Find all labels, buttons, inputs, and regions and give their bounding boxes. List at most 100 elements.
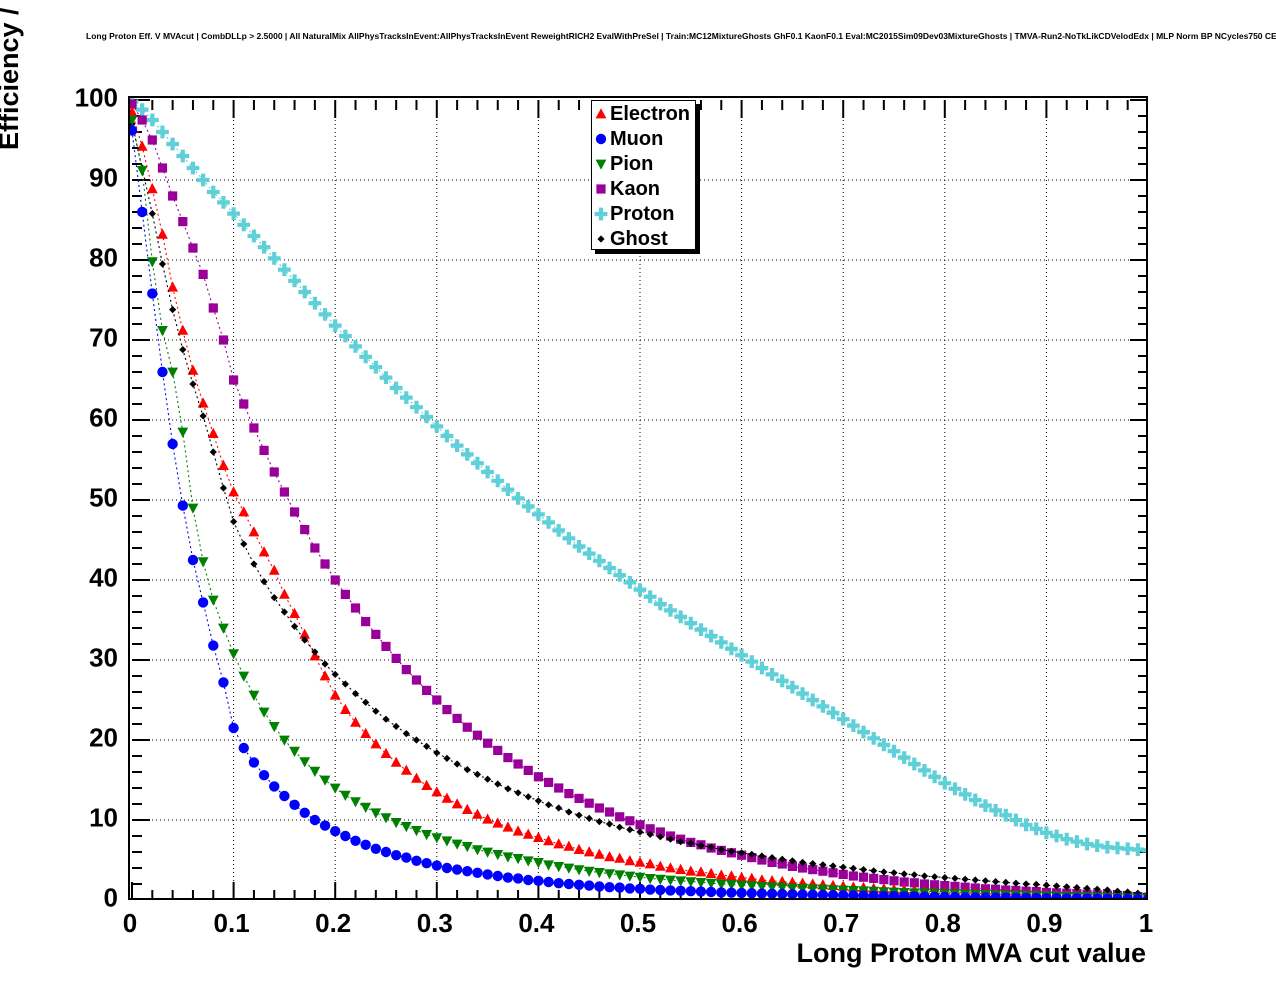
data-point (219, 484, 228, 492)
legend-marker-glyph (594, 207, 608, 220)
legend-label: Ghost (610, 227, 668, 250)
data-point (827, 889, 839, 898)
data-point (897, 751, 911, 764)
data-point (797, 889, 808, 898)
series-proton (130, 98, 1146, 857)
data-point (422, 685, 432, 695)
data-point (300, 525, 310, 535)
data-point (240, 540, 248, 548)
data-point (634, 872, 646, 883)
data-point (948, 782, 962, 796)
data-point (941, 874, 949, 882)
data-point (370, 843, 382, 854)
data-point (471, 456, 484, 470)
data-point (321, 660, 329, 668)
data-point (1019, 818, 1033, 832)
data-point (584, 798, 594, 808)
data-point (197, 397, 209, 408)
data-point (360, 802, 372, 813)
x-tick-label: 0.3 (416, 908, 453, 938)
data-point (634, 883, 646, 894)
data-point (360, 839, 371, 850)
data-point (573, 879, 585, 890)
y-tick-label: 60 (89, 402, 118, 433)
data-point (533, 772, 543, 782)
data-point (697, 842, 705, 850)
data-point (646, 830, 654, 838)
data-point (746, 881, 758, 892)
data-point (582, 547, 596, 560)
legend-marker-glyph (596, 183, 606, 194)
data-point (1022, 880, 1030, 888)
data-point (626, 826, 634, 834)
data-point (443, 754, 451, 762)
data-point (888, 890, 900, 898)
data-point (594, 881, 605, 892)
data-point (695, 866, 707, 877)
data-point (237, 218, 251, 232)
data-point (898, 891, 910, 898)
data-point (1009, 813, 1023, 827)
data-point (492, 870, 503, 882)
data-point (492, 850, 504, 861)
data-point (655, 884, 666, 896)
data-point (270, 594, 278, 602)
data-point (411, 772, 422, 783)
data-point (687, 839, 695, 847)
x-tick-label: 1 (1138, 908, 1154, 938)
data-point (655, 827, 665, 837)
data-point (685, 877, 697, 888)
data-point (583, 866, 595, 877)
data-point (482, 813, 493, 824)
data-point (900, 870, 908, 878)
data-point (290, 622, 299, 630)
data-point (848, 871, 858, 881)
y-tick-label: 90 (89, 162, 118, 193)
data-point (786, 680, 799, 694)
data-point (543, 876, 554, 888)
y-axis-label: Efficiency / % (0, 0, 24, 150)
data-point (928, 770, 942, 784)
data-point (401, 665, 411, 675)
data-point (207, 427, 219, 438)
data-point (330, 575, 340, 585)
data-point (534, 797, 542, 805)
data-point (451, 798, 463, 809)
data-point (197, 557, 209, 568)
data-point (482, 847, 493, 858)
data-point (839, 863, 847, 871)
data-point (939, 891, 950, 898)
data-point (390, 818, 402, 829)
data-point (777, 888, 788, 898)
data-point (970, 892, 981, 898)
data-point (329, 689, 341, 700)
data-point (625, 816, 635, 826)
data-point (714, 636, 728, 649)
data-point (380, 747, 392, 758)
data-point (187, 554, 199, 566)
data-point (573, 865, 585, 876)
legend-item-proton: Proton (592, 201, 697, 226)
data-point (938, 776, 952, 790)
data-point (309, 814, 321, 826)
data-point (524, 793, 532, 801)
legend-marker-shape (597, 234, 605, 243)
data-point (748, 850, 756, 858)
data-point (592, 554, 606, 568)
data-point (755, 661, 769, 675)
data-point (298, 285, 312, 299)
data-point (370, 738, 382, 749)
data-point (311, 648, 319, 656)
data-point (958, 788, 972, 801)
data-point (502, 872, 514, 883)
data-point (268, 564, 280, 575)
data-point (392, 722, 400, 730)
data-point (513, 759, 523, 769)
data-point (319, 775, 331, 786)
data-point (401, 852, 412, 863)
x-tick-label: 0.7 (823, 908, 860, 938)
data-point (279, 735, 290, 746)
data-point (1092, 893, 1103, 898)
data-point (411, 855, 422, 866)
